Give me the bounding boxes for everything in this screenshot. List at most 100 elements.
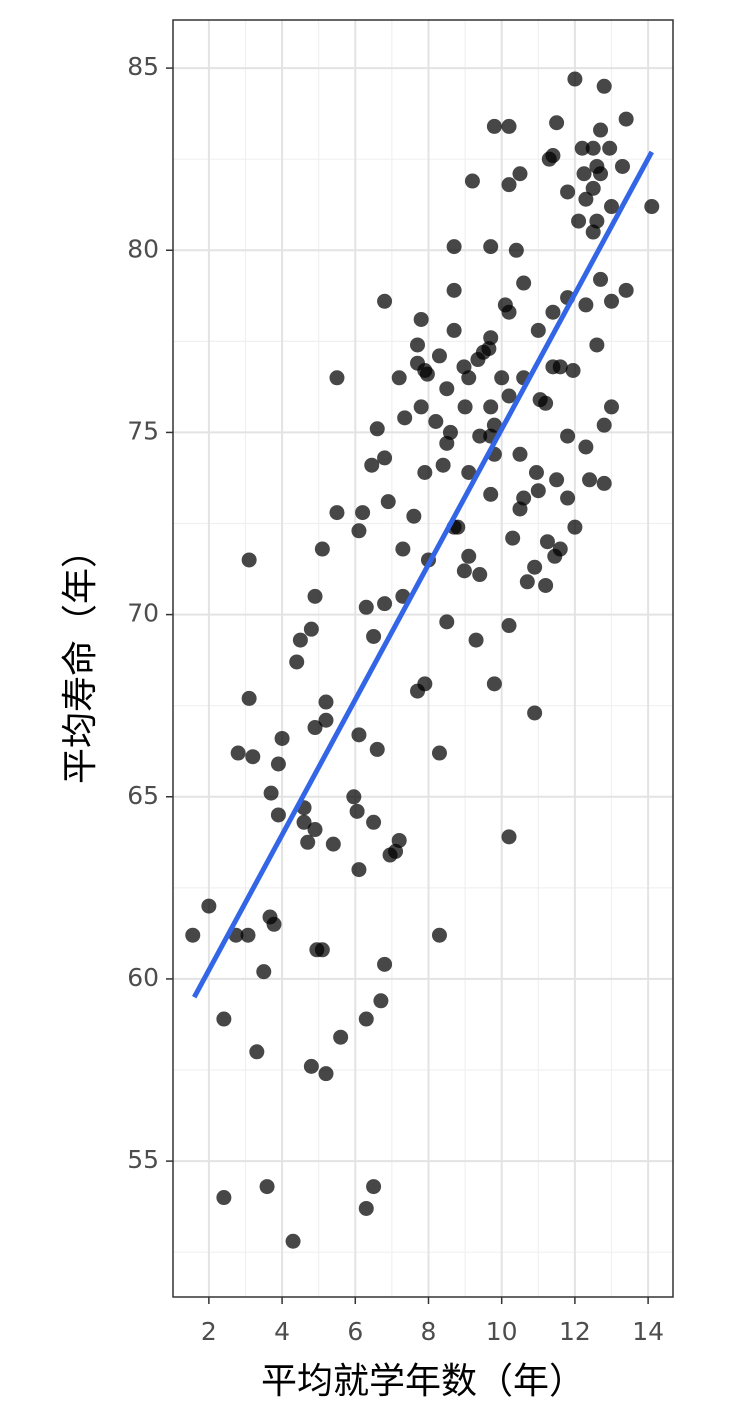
point — [377, 956, 393, 972]
point — [256, 964, 272, 980]
x-tick-label: 14 — [632, 1317, 664, 1346]
y-tick-label: 55 — [127, 1145, 159, 1174]
point — [346, 789, 362, 805]
point — [614, 158, 630, 174]
point — [552, 541, 568, 557]
x-axis-title: 平均就学年数（年） — [261, 1361, 585, 1402]
point — [604, 293, 620, 309]
point — [216, 1190, 232, 1206]
point — [230, 745, 246, 761]
point — [450, 519, 466, 535]
y-tick-label: 75 — [127, 416, 159, 445]
point — [528, 465, 544, 481]
point — [366, 814, 382, 830]
plot-border — [172, 19, 674, 1298]
point — [461, 548, 477, 564]
point — [538, 395, 554, 411]
point — [589, 337, 605, 353]
point — [486, 118, 502, 134]
point — [461, 370, 477, 386]
point — [483, 486, 499, 502]
point — [527, 559, 543, 575]
point — [351, 862, 367, 878]
point — [593, 122, 609, 138]
point — [530, 483, 546, 499]
y-tick-label: 60 — [127, 963, 159, 992]
point — [596, 78, 612, 94]
y-tick-label: 70 — [127, 599, 159, 628]
point — [512, 446, 528, 462]
point — [439, 381, 455, 397]
point — [486, 417, 502, 433]
point — [263, 785, 279, 801]
point — [439, 614, 455, 630]
point — [589, 213, 605, 229]
point — [483, 239, 499, 255]
point — [574, 140, 590, 156]
point — [464, 173, 480, 189]
point — [545, 304, 561, 320]
point — [472, 567, 488, 583]
point — [461, 465, 477, 481]
point — [539, 534, 555, 550]
point — [501, 118, 517, 134]
point — [377, 293, 393, 309]
point — [249, 1044, 265, 1060]
point — [501, 829, 517, 845]
point — [355, 505, 371, 521]
point — [560, 184, 576, 200]
point — [241, 690, 257, 706]
point — [431, 348, 447, 364]
point — [602, 140, 618, 156]
point — [571, 213, 587, 229]
point — [501, 304, 517, 320]
point — [565, 362, 581, 378]
point — [618, 111, 634, 127]
point — [576, 166, 592, 182]
point — [266, 916, 282, 932]
point — [456, 563, 472, 579]
point — [431, 745, 447, 761]
point — [419, 366, 435, 382]
point — [593, 271, 609, 287]
point — [549, 115, 565, 131]
point — [201, 898, 217, 914]
point — [391, 370, 407, 386]
point — [578, 191, 594, 207]
point — [366, 1179, 382, 1195]
point — [333, 1029, 349, 1045]
point — [318, 1066, 334, 1082]
point — [567, 519, 583, 535]
point — [527, 705, 543, 721]
point — [351, 523, 367, 539]
point — [618, 282, 634, 298]
point — [435, 457, 451, 473]
point — [300, 834, 316, 850]
point — [585, 180, 601, 196]
point — [318, 712, 334, 728]
point — [303, 1058, 319, 1074]
point — [604, 399, 620, 415]
point — [329, 505, 345, 521]
point — [483, 399, 499, 415]
point — [596, 417, 612, 433]
point — [494, 370, 510, 386]
point — [373, 993, 389, 1009]
point — [358, 599, 374, 615]
point — [431, 927, 447, 943]
point — [508, 242, 524, 258]
point — [417, 465, 433, 481]
point — [644, 199, 660, 215]
point — [512, 166, 528, 182]
point — [318, 694, 334, 710]
point — [270, 807, 286, 823]
point — [307, 720, 323, 736]
point — [259, 1179, 275, 1195]
point — [307, 588, 323, 604]
point — [364, 457, 380, 473]
point — [351, 727, 367, 743]
point — [549, 472, 565, 488]
point — [325, 836, 341, 852]
point — [604, 199, 620, 215]
point — [446, 322, 462, 338]
